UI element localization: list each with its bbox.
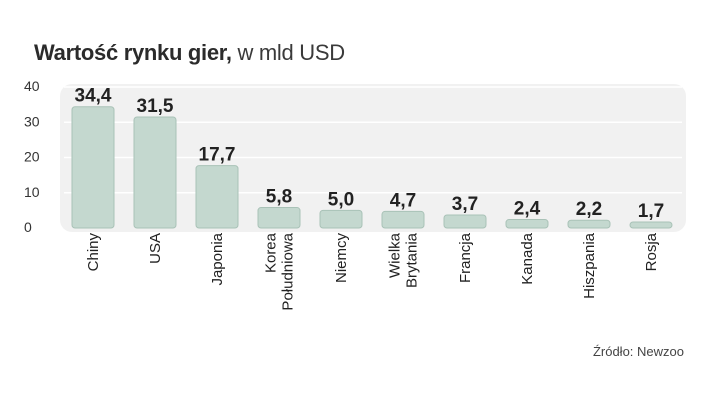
x-tick-label: Chiny [85,233,102,272]
y-tick-label: 40 [24,78,40,94]
x-tick-label: Niemcy [333,233,350,284]
y-tick-label: 10 [24,184,40,200]
bar [381,210,425,229]
x-tick-label-line: USA [147,233,164,264]
x-tick-label: Korea Południowa [263,232,297,310]
x-tick-label: Kanada [519,232,536,284]
data-label: 3,7 [452,194,478,215]
x-tick-label: Francja [457,232,474,283]
x-tick-label: Rosja [643,232,660,271]
chart-title-main: Wartość rynku gier, [34,40,232,65]
x-tick-label-line: Chiny [85,233,102,272]
bar [195,165,239,229]
x-tick-label-line: Francja [457,232,474,283]
bar [629,221,673,229]
data-label: 2,2 [576,199,602,220]
x-tick-label-line: Hiszpania [581,232,598,299]
data-label: 5,8 [266,187,292,208]
x-tick-label-line: Niemcy [333,233,350,284]
x-tick-label: Wielka Brytania [387,232,421,288]
chart-title: Wartość rynku gier, w mld USD [34,40,345,66]
x-tick-label-line: Brytania [404,232,421,288]
bar [257,207,301,229]
bar [505,219,549,229]
x-tick-label-line: Korea [263,232,280,273]
x-tick-label-line: Rosja [643,232,660,271]
x-tick-label-line: Japonia [209,232,226,285]
x-tick-label-line: Południowa [280,232,297,310]
bar [567,219,611,229]
y-tick-label: 20 [24,149,40,165]
x-tick-label: USA [147,233,164,264]
data-label: 5,0 [328,189,354,210]
chart-source: Źródło: Newzoo [592,344,684,359]
x-tick-label-line: Kanada [519,232,536,284]
x-tick-label: Hiszpania [581,232,598,299]
bar [319,209,363,229]
data-label: 34,4 [75,86,112,107]
data-label: 17,7 [199,145,236,166]
x-tick-label-line: Wielka [387,232,404,278]
bar [133,116,177,229]
data-label: 1,7 [638,201,664,222]
data-label: 31,5 [137,96,174,117]
bar [71,106,115,229]
chart-title-unit: w mld USD [237,40,345,65]
bar [443,214,487,229]
data-label: 4,7 [390,190,416,211]
data-label: 2,4 [514,199,541,220]
y-tick-label: 0 [24,219,32,235]
y-tick-label: 30 [24,113,40,129]
x-tick-label: Japonia [209,232,226,285]
